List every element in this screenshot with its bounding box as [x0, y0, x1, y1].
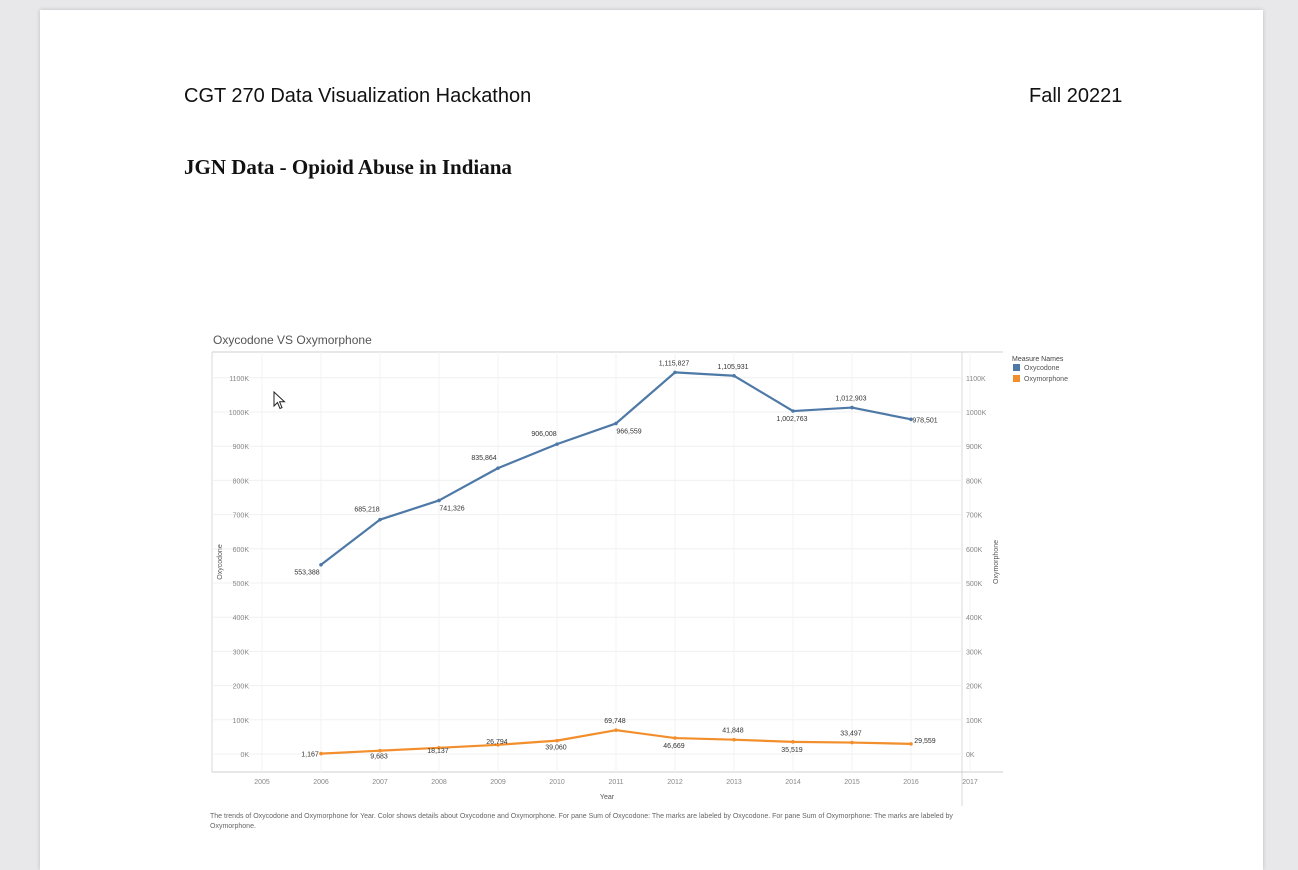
y-tick-label-right: 500K: [966, 581, 983, 588]
data-label-oxycodone: 835,864: [471, 455, 496, 462]
data-point-oxymorphone: [791, 740, 795, 744]
data-label-oxymorphone: 69,748: [604, 718, 626, 725]
x-tick-label: 2009: [490, 779, 506, 786]
y-tick-label-left: 500K: [233, 581, 250, 588]
document-title: JGN Data - Opioid Abuse in Indiana: [184, 155, 512, 179]
data-point-oxymorphone: [378, 748, 382, 753]
data-point-oxymorphone: [732, 737, 736, 742]
data-point-oxycodone: [909, 417, 913, 422]
y-axis-title-right: Oxymorphone: [993, 540, 1000, 584]
y-tick-label-left: 200K: [233, 684, 250, 691]
y-tick-label-right: 600K: [966, 547, 983, 554]
x-tick-label: 2007: [372, 779, 388, 786]
y-tick-label-right: 800K: [966, 478, 983, 485]
y-tick-label-left: 700K: [233, 513, 250, 520]
course-header: CGT 270 Data Visualization Hackathon: [184, 85, 532, 107]
data-label-oxymorphone: 33,497: [840, 731, 862, 738]
y-tick-label-right: 1100K: [966, 376, 986, 383]
y-tick-label-left: 800K: [233, 478, 250, 485]
data-label-oxymorphone: 1,167: [301, 752, 319, 759]
mouse-cursor-icon: [273, 391, 286, 410]
data-point-oxymorphone: [496, 743, 500, 747]
x-tick-label: 2013: [726, 779, 742, 786]
data-point-oxymorphone: [437, 745, 441, 750]
y-tick-label-right: 400K: [966, 615, 983, 622]
x-tick-label: 2017: [962, 779, 978, 786]
data-point-oxymorphone: [555, 738, 559, 743]
y-tick-label-left: 1100K: [229, 376, 249, 383]
x-tick-label: 2010: [549, 779, 565, 786]
data-label-oxycodone: 1,012,903: [835, 396, 866, 403]
y-tick-label-right: 300K: [966, 649, 983, 656]
legend-swatch-oxycodone: [1013, 364, 1020, 371]
y-tick-label-right: 0K: [966, 752, 975, 759]
x-tick-label: 2011: [608, 779, 623, 786]
legend-title: Measure Names: [1012, 356, 1064, 363]
data-point-oxycodone: [437, 498, 441, 503]
data-point-oxycodone: [850, 405, 854, 410]
data-label-oxymorphone: 9,683: [370, 754, 388, 761]
data-label-oxycodone: 1,105,931: [717, 364, 748, 371]
data-point-oxymorphone: [909, 742, 913, 746]
data-point-oxycodone: [673, 370, 677, 375]
data-label-oxymorphone: 35,519: [781, 747, 803, 754]
data-label-oxymorphone: 18,137: [427, 748, 449, 755]
data-label-oxycodone: 978,501: [912, 417, 937, 424]
data-label-oxycodone: 741,326: [439, 505, 464, 512]
data-point-oxymorphone: [614, 728, 618, 732]
x-tick-label: 2016: [903, 779, 919, 786]
y-tick-label-right: 1000K: [966, 410, 987, 417]
y-tick-label-left: 100K: [233, 718, 250, 725]
data-point-oxycodone: [555, 442, 559, 446]
document-page: CGT 270 Data Visualization Hackathon Fal…: [40, 10, 1263, 870]
data-label-oxymorphone: 26,794: [486, 739, 508, 746]
data-label-oxycodone: 685,218: [354, 507, 379, 514]
x-axis-title: Year: [600, 794, 615, 801]
x-tick-label: 2008: [431, 779, 447, 786]
data-label-oxycodone: 553,388: [294, 570, 319, 577]
y-tick-label-left: 600K: [233, 547, 250, 554]
data-point-oxycodone: [791, 409, 795, 413]
data-label-oxycodone: 1,002,763: [776, 416, 807, 423]
x-tick-label: 2005: [254, 779, 270, 786]
y-tick-label-left: 400K: [233, 615, 250, 622]
data-label-oxycodone: 1,115,827: [659, 360, 690, 367]
data-label-oxymorphone: 39,060: [545, 745, 567, 752]
data-label-oxymorphone: 41,848: [722, 728, 744, 735]
chart-caption: The trends of Oxycodone and Oxymorphone …: [210, 813, 953, 830]
y-tick-label-left: 300K: [233, 649, 250, 656]
data-point-oxymorphone: [673, 736, 677, 740]
chart-title: Oxycodone VS Oxymorphone: [213, 333, 372, 347]
data-point-oxycodone: [614, 421, 618, 426]
data-point-oxycodone: [732, 373, 736, 378]
data-label-oxymorphone: 29,559: [914, 738, 936, 745]
legend-label-oxycodone: Oxycodone: [1024, 365, 1060, 372]
y-tick-label-right: 900K: [966, 444, 983, 451]
legend-label-oxymorphone: Oxymorphone: [1024, 376, 1068, 383]
legend-swatch-oxymorphone: [1013, 375, 1020, 382]
data-point-oxycodone: [496, 466, 500, 470]
y-tick-label-right: 700K: [966, 513, 983, 520]
term-header: Fall 20221: [1029, 85, 1123, 107]
x-tick-label: 2012: [667, 779, 683, 786]
y-tick-label-right: 100K: [966, 718, 983, 725]
line-chart: 0K 0K 100K 100K 200K 200K 300K 300K 400K 400K 500K…: [211, 351, 1068, 806]
data-point-oxycodone: [319, 562, 323, 567]
data-point-oxycodone: [378, 517, 382, 522]
x-tick-label: 2006: [313, 779, 329, 786]
data-point-oxymorphone: [850, 740, 854, 745]
y-tick-label-left: 1000K: [229, 410, 250, 417]
data-point-oxymorphone: [319, 751, 323, 756]
y-axis-title-left: Oxycodone: [217, 544, 224, 580]
x-tick-label: 2014: [785, 779, 801, 786]
x-tick-label: 2015: [844, 779, 860, 786]
data-label-oxymorphone: 46,669: [663, 743, 685, 750]
data-label-oxycodone: 966,559: [616, 428, 641, 435]
data-label-oxycodone: 906,008: [531, 431, 556, 438]
y-tick-label-right: 200K: [966, 684, 983, 691]
y-tick-label-left: 900K: [233, 444, 250, 451]
y-tick-label-left: 0K: [240, 752, 249, 759]
